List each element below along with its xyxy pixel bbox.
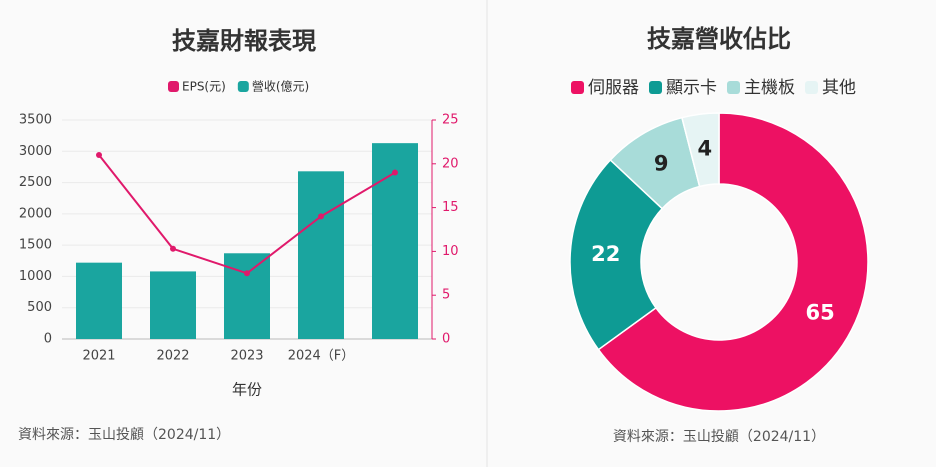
y2-tick-label: 20	[442, 156, 459, 171]
y2-tick-label: 0	[442, 332, 450, 347]
y-tick-label: 3000	[19, 144, 52, 159]
legend-label: 伺服器	[588, 78, 639, 98]
x-tick-label: 2022	[156, 349, 189, 364]
y2-tick-label: 5	[442, 288, 450, 303]
chart-title: 技嘉營收佔比	[647, 25, 791, 53]
donut-slice	[569, 158, 664, 351]
y2-tick-label: 25	[442, 113, 459, 128]
y-tick-label: 2000	[19, 206, 52, 221]
donut-slice	[681, 112, 720, 188]
legend-label: 營收(億元)	[252, 80, 309, 94]
donut-slice	[597, 112, 869, 412]
y-tick-label: 0	[44, 332, 52, 347]
legend-swatch	[168, 81, 179, 92]
legend-swatch	[805, 81, 818, 94]
legend-swatch	[727, 81, 740, 94]
source: 資料來源：玉山投顧（2024/11）	[18, 427, 230, 443]
legend-label: EPS(元)	[182, 80, 226, 94]
y-tick-label: 1500	[19, 238, 52, 253]
point	[96, 152, 102, 159]
point	[170, 245, 176, 252]
legend-label: 主機板	[744, 78, 795, 98]
x-tick-label: 2021	[82, 349, 115, 364]
legend-label: 顯示卡	[666, 78, 717, 98]
y-tick-label: 500	[27, 300, 52, 315]
x-axis-label: 年份	[232, 381, 262, 399]
bar	[224, 253, 270, 339]
y-tick-label: 1000	[19, 269, 52, 284]
bar	[76, 262, 122, 339]
bar	[298, 171, 344, 339]
bar	[150, 271, 196, 339]
source: 資料來源：玉山投顧（2024/11）	[613, 429, 825, 445]
y2-tick-label: 15	[442, 200, 459, 215]
chart-title: 技嘉財報表現	[172, 27, 316, 55]
y-tick-label: 2500	[19, 175, 52, 190]
data-label: 65	[806, 301, 835, 325]
y2-tick-label: 10	[442, 244, 459, 259]
legend-swatch	[237, 81, 249, 92]
point	[392, 169, 398, 176]
legend-swatch	[649, 81, 662, 94]
data-label: 4	[697, 136, 712, 160]
x-tick-label: 2023	[230, 349, 263, 364]
legend-swatch	[571, 81, 584, 94]
point	[318, 213, 324, 220]
bar	[372, 143, 418, 339]
x-tick-label: 2024（F）	[288, 349, 355, 364]
data-label: 9	[654, 151, 669, 175]
legend-label: 其他	[822, 78, 856, 98]
point	[244, 270, 250, 277]
y-tick-label: 3500	[19, 113, 52, 128]
data-label: 22	[591, 242, 620, 266]
